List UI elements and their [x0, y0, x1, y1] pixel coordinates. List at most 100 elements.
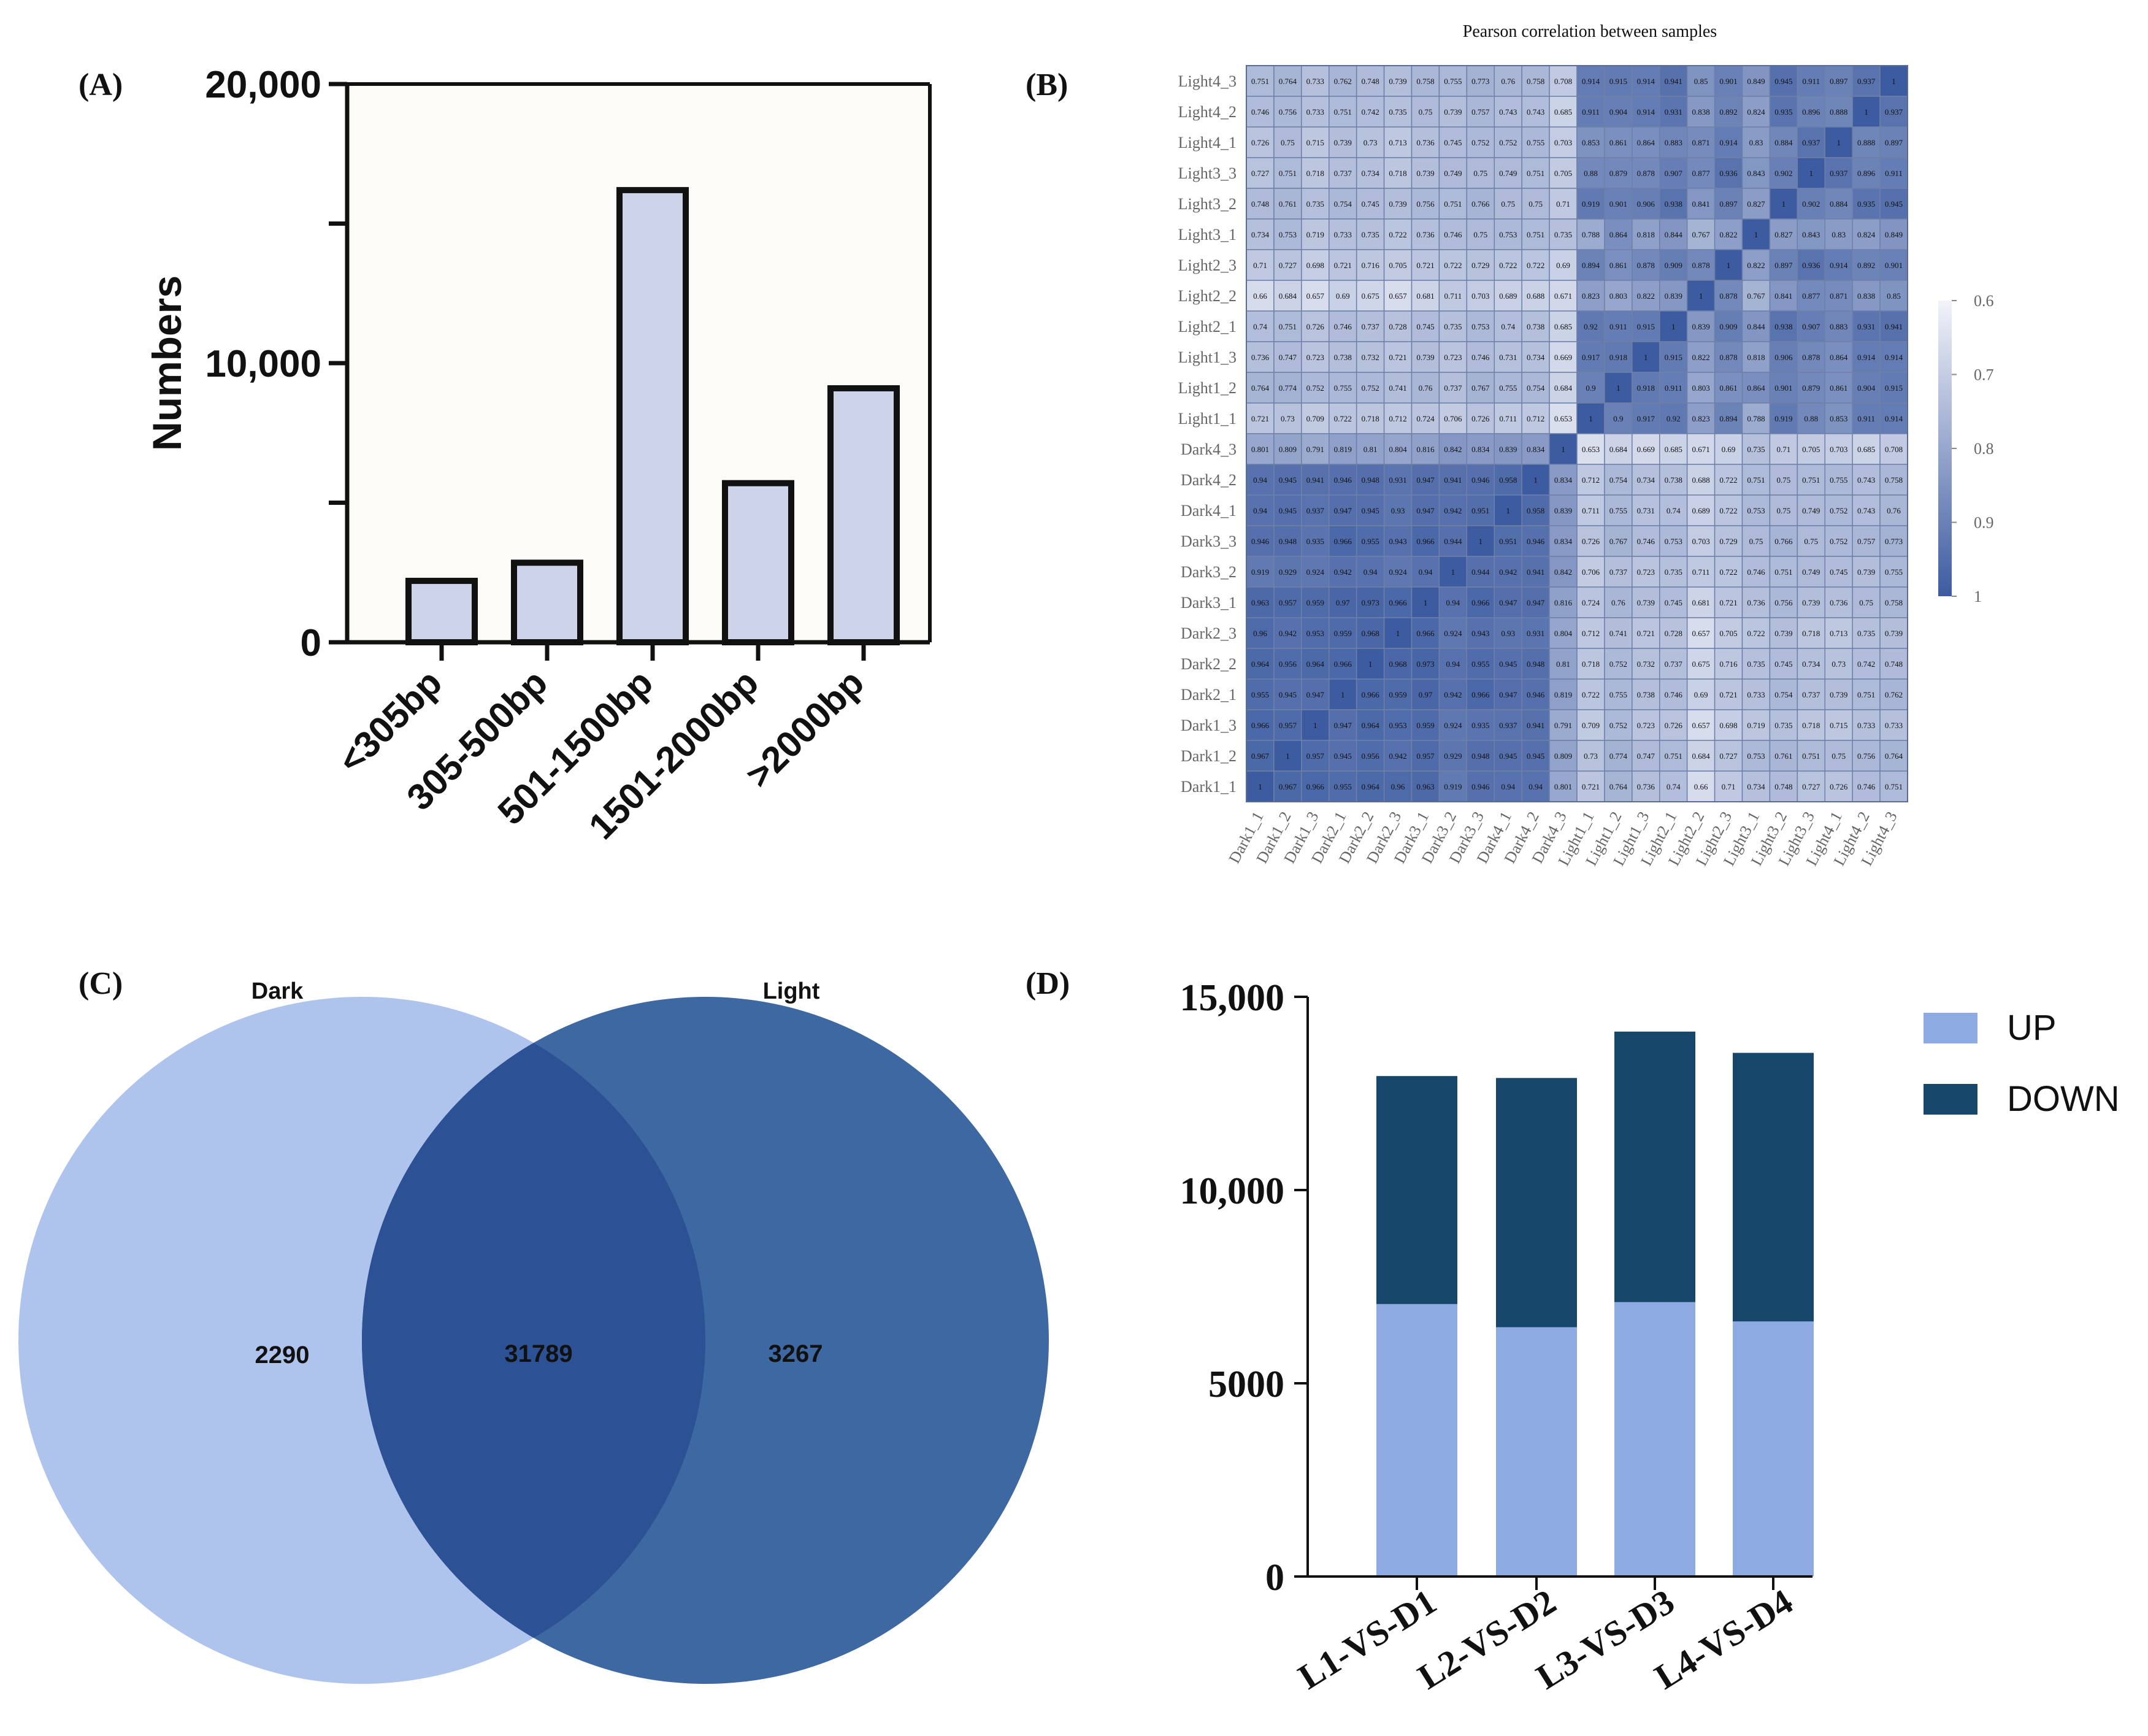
heatmap-cell-value: 0.951 [1499, 537, 1517, 546]
heatmap-cell-value: 0.883 [1830, 322, 1847, 331]
heatmap-cell-value: 0.919 [1444, 782, 1462, 791]
heatmap-cell-value: 0.931 [1665, 107, 1682, 117]
heatmap-cell-value: 0.935 [1857, 199, 1875, 209]
heatmap-cell-value: 1 [1506, 506, 1510, 515]
heatmap-cell [1329, 525, 1357, 557]
heatmap-cell-value: 0.879 [1609, 169, 1627, 178]
heatmap-cell-value: 0.689 [1692, 506, 1710, 515]
heatmap-cell [1852, 740, 1881, 772]
heatmap-cell-value: 0.766 [1774, 537, 1793, 546]
heatmap-cell [1797, 157, 1825, 189]
heatmap-cell-value: 0.736 [1830, 598, 1848, 607]
heatmap-cell [1686, 402, 1716, 434]
bar-l3-vs-d3-down [1614, 1031, 1695, 1302]
heatmap-cell-value: 0.919 [1582, 199, 1600, 209]
heatmap-cell [1273, 402, 1302, 434]
heatmap-cell-value: 0.914 [1885, 414, 1903, 423]
heatmap-cell-value: 0.726 [1306, 322, 1325, 331]
heatmap-cell [1741, 126, 1771, 158]
heatmap-cell-value: 0.718 [1362, 414, 1379, 423]
heatmap-cell [1356, 126, 1385, 158]
heatmap-cell-value: 0.897 [1719, 199, 1738, 209]
heatmap-cell-value: 0.755 [1527, 138, 1544, 147]
heatmap-cell [1438, 617, 1468, 649]
heatmap-cell-value: 0.709 [1306, 414, 1324, 423]
colorbar [1938, 301, 1952, 596]
heatmap-cell-value: 0.741 [1609, 629, 1627, 638]
heatmap-cell-value: 0.924 [1444, 721, 1462, 730]
heatmap-cell-value: 0.749 [1802, 567, 1820, 577]
heatmap-cell-value: 0.721 [1582, 782, 1600, 791]
heatmap-row-label: Light4_2 [1178, 103, 1237, 121]
heatmap-cell-value: 0.719 [1306, 230, 1324, 239]
heatmap-cell-value: 0.938 [1774, 322, 1792, 331]
heatmap-cell-value: 0.71 [1722, 782, 1736, 791]
heatmap-cell-value: 0.957 [1279, 598, 1297, 607]
heatmap-cell-value: 0.791 [1306, 445, 1324, 454]
heatmap-cell-value: 0.731 [1499, 353, 1517, 362]
heatmap-cell-value: 0.721 [1719, 690, 1737, 699]
chart-d-ytick-label: 10,000 [1180, 1170, 1285, 1212]
heatmap-cell [1741, 709, 1771, 741]
heatmap-cell-value: 0.955 [1334, 782, 1352, 791]
heatmap-cell-value: 0.753 [1279, 230, 1297, 239]
heatmap-cell-value: 0.819 [1334, 445, 1352, 454]
heatmap-cell [1852, 341, 1881, 373]
heatmap-cell [1273, 525, 1302, 557]
heatmap-cell-value: 0.735 [1747, 445, 1765, 454]
heatmap-cell [1301, 678, 1330, 710]
heatmap-cell-value: 0.715 [1306, 138, 1324, 147]
heatmap-cell-value: 0.743 [1527, 107, 1544, 117]
heatmap-cell-value: 0.722 [1582, 690, 1600, 699]
heatmap-cell [1714, 341, 1743, 373]
heatmap-cell [1411, 494, 1440, 526]
heatmap-cell [1741, 586, 1771, 618]
heatmap-cell-value: 0.884 [1774, 138, 1793, 147]
heatmap-cell-value: 0.739 [1444, 107, 1462, 117]
heatmap-cell-value: 0.71 [1777, 445, 1791, 454]
heatmap-cell [1797, 464, 1825, 496]
heatmap-cell-value: 0.75 [1859, 598, 1873, 607]
heatmap-cell [1301, 65, 1330, 97]
heatmap-cell-value: 0.75 [1419, 107, 1433, 117]
heatmap-cell-value: 0.94 [1529, 782, 1543, 791]
heatmap-cell-value: 0.75 [1473, 169, 1487, 178]
heatmap-cell-value: 0.746 [1251, 107, 1270, 117]
heatmap-cell-value: 0.76 [1887, 506, 1901, 515]
heatmap-cell [1411, 157, 1440, 189]
heatmap-cell [1879, 464, 1908, 496]
heatmap-cell [1494, 740, 1522, 772]
heatmap-cell-value: 0.748 [1251, 199, 1269, 209]
heatmap-cell-value: 0.947 [1416, 475, 1435, 485]
heatmap-cell [1466, 310, 1495, 342]
heatmap-cell-value: 0.75 [1749, 537, 1763, 546]
heatmap-cell-value: 0.684 [1609, 445, 1628, 454]
heatmap-cell [1632, 525, 1660, 557]
heatmap-cell-value: 0.915 [1665, 353, 1682, 362]
heatmap-cell [1246, 678, 1275, 710]
heatmap-cell-value: 0.749 [1444, 169, 1462, 178]
heatmap-cell-value: 0.738 [1637, 690, 1655, 699]
venn-dark-only-count: 2290 [255, 1342, 310, 1369]
heatmap-cell-value: 0.803 [1692, 383, 1710, 393]
heatmap-cell [1356, 372, 1385, 404]
heatmap-cell-value: 0.756 [1279, 107, 1297, 117]
heatmap-cell-value: 0.937 [1885, 107, 1903, 117]
heatmap-cell-value: 0.755 [1609, 506, 1627, 515]
heatmap-row-label: Dark3_2 [1181, 563, 1237, 581]
heatmap-cell-value: 0.737 [1444, 383, 1462, 393]
heatmap-cell-value: 0.74 [1501, 322, 1515, 331]
heatmap-cell-value: 0.758 [1885, 475, 1903, 485]
heatmap-cell-value: 0.9 [1586, 383, 1595, 393]
heatmap-cell-value: 0.948 [1471, 751, 1489, 761]
heatmap-cell-value: 1 [1727, 261, 1731, 270]
heatmap-cell [1356, 740, 1385, 772]
heatmap-cell-value: 0.956 [1279, 659, 1297, 669]
heatmap-cell [1879, 249, 1908, 281]
heatmap-cell [1604, 96, 1633, 128]
heatmap-cell-value: 0.94 [1446, 598, 1460, 607]
heatmap-cell-value: 0.746 [1857, 782, 1876, 791]
heatmap-cell-value: 0.941 [1306, 475, 1324, 485]
heatmap-cell-value: 0.901 [1774, 383, 1792, 393]
heatmap-cell [1273, 709, 1302, 741]
